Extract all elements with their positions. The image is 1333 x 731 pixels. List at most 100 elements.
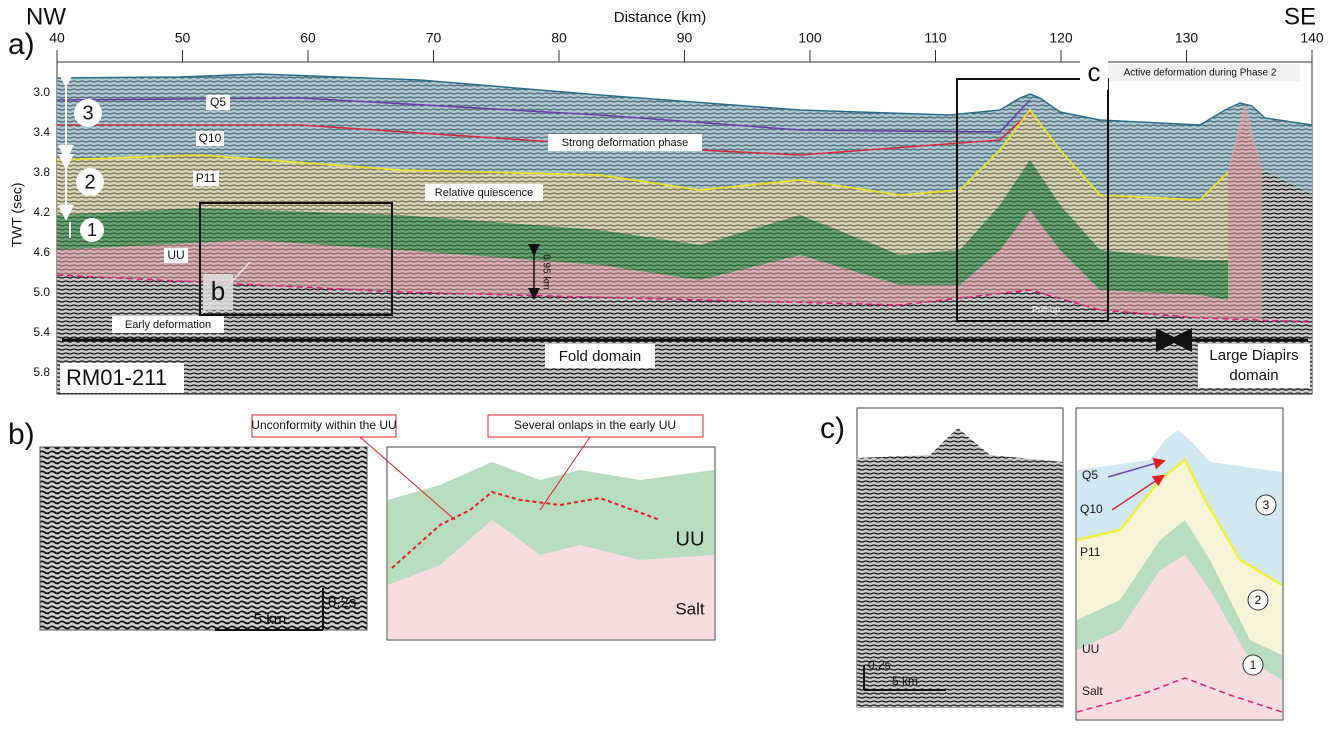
label-box	[60, 363, 184, 393]
horizon-label: P11	[1080, 545, 1101, 559]
callout-box	[487, 414, 704, 438]
seismic-inset	[39, 446, 368, 631]
x-tick-label: 80	[551, 30, 567, 46]
label-box	[164, 248, 188, 263]
direction-label: NW	[26, 3, 66, 30]
seismic-inset	[857, 428, 1063, 707]
direction-label: SE	[1284, 3, 1316, 30]
leader-line	[539, 436, 591, 511]
horizon-label: Q5	[210, 95, 226, 109]
horizon-label: Q5	[1082, 468, 1098, 482]
seafloor	[56, 73, 1313, 126]
annotation: Early deformation	[125, 319, 211, 331]
salt-unit	[388, 520, 714, 639]
unit-label: Salt	[1082, 684, 1103, 698]
x-tick-label: 50	[175, 30, 191, 46]
label-box	[1198, 344, 1310, 388]
leader-line	[359, 436, 456, 521]
unit-label: Salt	[675, 599, 705, 618]
scale-label: 5 km	[254, 611, 287, 628]
horizon-label: P11	[196, 171, 217, 185]
callout-box	[251, 414, 397, 438]
unit-2-overlay	[57, 110, 1228, 260]
unit-1-overlay	[57, 160, 1228, 300]
unit-circle	[74, 99, 102, 127]
x-tick-label: 110	[924, 30, 947, 46]
unit-label: 2	[84, 171, 95, 193]
axis-title: Distance (km)	[614, 9, 707, 26]
inset-box	[956, 78, 1109, 322]
label-box	[112, 316, 224, 333]
horizon-label: UU	[167, 248, 184, 262]
unit-circle	[76, 168, 104, 196]
label-box	[193, 171, 219, 186]
salt-overlay	[57, 100, 1312, 322]
x-tick-label: 120	[1049, 30, 1073, 46]
box-label: c	[1088, 57, 1101, 87]
unit-circle	[1247, 589, 1269, 611]
y-tick-label: 4.2	[33, 205, 50, 219]
annotation: Strong deformation phase	[562, 137, 689, 149]
inset-box	[199, 202, 393, 316]
scale-label: 0,2s	[868, 658, 891, 672]
horizon-label: UU	[1082, 642, 1099, 656]
unit-label: 1	[1250, 658, 1257, 672]
unit-circle	[80, 218, 104, 242]
salt-top	[1076, 677, 1283, 713]
domain-label: domain	[1229, 367, 1278, 384]
label-box	[203, 274, 233, 310]
y-tick-label: 5.8	[33, 365, 50, 379]
y-tick-label: 5.0	[33, 285, 50, 299]
callout: Several onlaps in the early UU	[514, 418, 676, 432]
x-tick-label: 140	[1300, 30, 1324, 46]
unit-label: 1	[87, 220, 97, 240]
y-tick-label: 3.8	[33, 165, 50, 179]
scale-label: 0.2s	[328, 594, 356, 611]
label-box	[545, 344, 655, 368]
horizon-label: Q10	[1080, 502, 1103, 516]
x-tick-label: 60	[300, 30, 316, 46]
panel-label: a)	[8, 28, 35, 61]
panel-label: b)	[8, 418, 35, 451]
x-tick-label: 100	[798, 30, 822, 46]
label-box	[1080, 58, 1108, 90]
label-box	[206, 95, 230, 110]
unit-label: 3	[82, 102, 93, 124]
annotation: Pull-up	[1032, 304, 1060, 314]
y-tick-label: 4.6	[33, 245, 50, 259]
salt	[1077, 555, 1282, 719]
horizon-label: Q10	[199, 131, 222, 145]
label-box	[548, 134, 702, 151]
panel-label: c)	[820, 412, 845, 445]
unit-label: UU	[676, 528, 705, 550]
scale-label: 5 km	[892, 674, 918, 688]
axis-title: TWT (sec)	[9, 182, 25, 247]
callout: Unconformity within the UU	[251, 418, 396, 432]
x-tick-label: 90	[677, 30, 693, 46]
annotation: Relative quiescence	[435, 187, 533, 199]
unit-circle	[1255, 494, 1277, 516]
y-tick-label: 3.4	[33, 125, 50, 139]
unconformity	[391, 490, 661, 569]
p11-horizon	[1076, 458, 1283, 587]
annotation: 0.95 km	[540, 254, 551, 290]
unit-circle	[1242, 654, 1264, 676]
profile-name: RM01-211	[66, 365, 167, 390]
x-tick-label: 70	[426, 30, 442, 46]
domain-label: Fold domain	[559, 348, 642, 365]
q10-horizon	[1111, 474, 1165, 511]
x-tick-label: 130	[1175, 30, 1199, 46]
q5-horizon	[1107, 457, 1166, 478]
unit-label: 2	[1255, 593, 1262, 607]
label-box	[425, 184, 543, 201]
annotation: Active deformation during Phase 2	[1124, 68, 1277, 79]
x-tick-label: 40	[49, 30, 65, 46]
label-box	[196, 131, 224, 146]
y-tick-label: 3.0	[33, 85, 50, 99]
label-box	[1100, 64, 1300, 81]
box-label: b	[211, 276, 225, 306]
domain-label: Large Diapirs	[1209, 347, 1298, 364]
y-tick-label: 5.4	[33, 325, 50, 339]
unit-label: 3	[1263, 498, 1270, 512]
